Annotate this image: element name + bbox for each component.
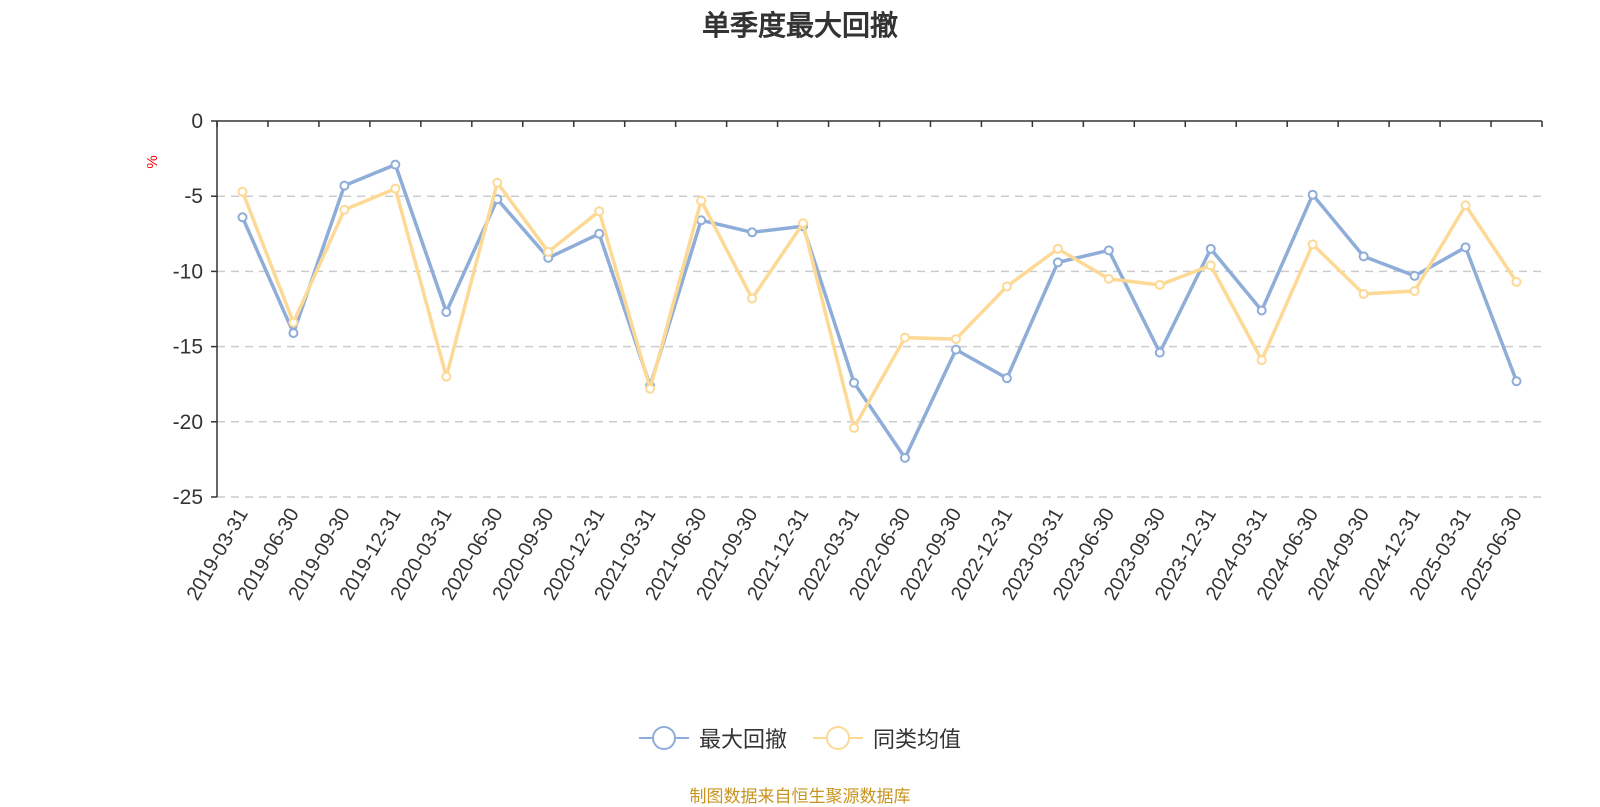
data-point-1 xyxy=(1103,273,1114,284)
data-point-1 xyxy=(390,183,401,194)
data-point-1 xyxy=(339,204,350,215)
data-point-1 xyxy=(798,218,809,229)
y-axis-label: % xyxy=(144,155,161,168)
data-point-0 xyxy=(441,307,452,318)
data-point-1 xyxy=(1460,200,1471,211)
legend-item-peer-average[interactable]: 同类均值 xyxy=(813,722,961,754)
source-note: 制图数据来自恒生聚源数据库 xyxy=(689,787,911,807)
data-point-0 xyxy=(390,159,401,170)
data-point-0 xyxy=(1103,245,1114,256)
grid-lines xyxy=(217,195,1542,498)
data-point-1 xyxy=(594,206,605,217)
data-point-0 xyxy=(950,344,961,355)
data-point-1 xyxy=(747,293,758,304)
data-point-1 xyxy=(899,332,910,343)
data-point-1 xyxy=(1409,285,1420,296)
data-point-0 xyxy=(594,228,605,239)
data-point-1 xyxy=(1205,260,1216,271)
axes: 0-5-10-15-20-252019-03-312019-06-302019-… xyxy=(173,110,1543,604)
data-point-0 xyxy=(1511,376,1522,387)
data-point-0 xyxy=(1409,270,1420,281)
data-point-1 xyxy=(1001,281,1012,292)
data-point-0 xyxy=(849,377,860,388)
data-point-1 xyxy=(696,195,707,206)
data-point-1 xyxy=(1511,276,1522,287)
data-point-0 xyxy=(747,227,758,238)
data-point-0 xyxy=(1307,189,1318,200)
y-tick-label: -5 xyxy=(184,185,203,208)
data-point-0 xyxy=(1205,243,1216,254)
data-point-1 xyxy=(543,246,554,257)
data-point-0 xyxy=(1358,251,1369,262)
y-tick-label: -10 xyxy=(173,260,203,283)
data-point-0 xyxy=(237,212,248,223)
data-point-0 xyxy=(1256,305,1267,316)
data-point-1 xyxy=(1256,355,1267,366)
data-point-1 xyxy=(237,186,248,197)
data-point-1 xyxy=(1358,288,1369,299)
y-tick-label: -25 xyxy=(173,486,203,509)
data-point-1 xyxy=(1307,239,1318,250)
y-tick-label: 0 xyxy=(191,110,203,133)
series-line-0 xyxy=(240,162,1519,460)
data-point-0 xyxy=(288,328,299,339)
legend-marker-peer-average xyxy=(813,726,863,750)
data-point-1 xyxy=(1052,243,1063,254)
legend-marker-max-drawdown xyxy=(638,726,689,750)
data-point-0 xyxy=(1154,347,1165,358)
data-point-0 xyxy=(339,180,350,191)
y-tick-label: -15 xyxy=(173,336,203,359)
legend-label: 同类均值 xyxy=(873,728,962,753)
chart-title: 单季度最大回撤 xyxy=(701,9,898,42)
series xyxy=(237,159,1522,463)
data-point-1 xyxy=(849,422,860,433)
legend: 最大回撤 同类均值 xyxy=(0,722,1600,754)
data-point-1 xyxy=(645,383,656,394)
data-point-0 xyxy=(1052,257,1063,268)
data-point-1 xyxy=(288,317,299,328)
data-point-0 xyxy=(1001,373,1012,384)
legend-item-max-drawdown[interactable]: 最大回撤 xyxy=(638,722,787,754)
data-point-1 xyxy=(492,177,503,188)
data-point-1 xyxy=(441,371,452,382)
data-point-1 xyxy=(1154,279,1165,290)
data-point-0 xyxy=(899,452,910,463)
series-line-1 xyxy=(240,180,1518,430)
data-point-0 xyxy=(1460,242,1471,253)
data-point-1 xyxy=(950,334,961,345)
y-tick-label: -20 xyxy=(173,411,203,434)
legend-label: 最大回撤 xyxy=(698,728,787,753)
